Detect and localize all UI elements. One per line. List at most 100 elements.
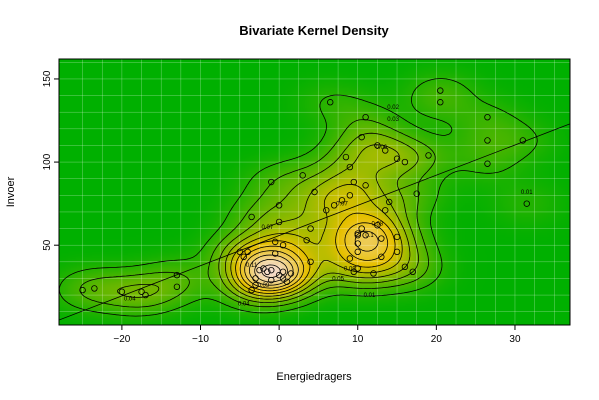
x-tick-label: 0 xyxy=(276,334,282,345)
data-point xyxy=(385,198,393,206)
data-point xyxy=(484,160,491,167)
data-point xyxy=(354,265,361,272)
data-point xyxy=(260,265,267,272)
data-point xyxy=(362,232,369,239)
data-point xyxy=(327,99,334,106)
plot-frame xyxy=(58,58,571,326)
contour-label: 0.1 xyxy=(365,233,374,239)
data-point xyxy=(362,182,369,189)
contour-label: 0.02 xyxy=(387,105,399,111)
data-point xyxy=(378,253,385,261)
contour-label: 0.09 xyxy=(258,283,270,289)
data-point xyxy=(346,255,354,262)
data-point xyxy=(523,200,530,207)
data-point xyxy=(307,258,314,266)
data-point xyxy=(358,133,365,141)
data-point xyxy=(437,99,444,106)
data-point xyxy=(354,240,361,247)
data-point xyxy=(275,202,283,209)
data-point xyxy=(244,248,251,256)
data-point xyxy=(275,271,283,279)
data-point xyxy=(118,288,126,295)
data-point xyxy=(279,241,287,249)
data-point xyxy=(393,233,401,241)
contour-label: 0.09 xyxy=(344,266,356,272)
data-point xyxy=(484,137,491,144)
contour-label: 0.04 xyxy=(238,301,250,307)
contour-label: 0.04 xyxy=(124,296,136,302)
data-point xyxy=(256,266,263,274)
x-tick-label: 10 xyxy=(352,334,364,345)
data-point xyxy=(79,286,86,294)
x-tick-label: 30 xyxy=(509,334,521,345)
contour-label: 0.11 xyxy=(246,263,258,269)
data-point xyxy=(382,207,389,214)
data-point xyxy=(268,276,275,284)
contour-line xyxy=(79,119,436,308)
contour-labels: 0.01 0.01 0.02 0.03 0.04 0.04 0.05 0.06 0.07 0.07… xyxy=(124,105,533,307)
contour-label: 0.07 xyxy=(261,225,273,231)
data-point xyxy=(401,263,409,271)
data-point xyxy=(268,266,275,274)
data-point xyxy=(252,281,259,289)
data-point xyxy=(354,248,361,256)
data-point xyxy=(299,172,306,179)
x-axis-label: Energiedragers xyxy=(276,371,352,383)
data-point xyxy=(374,222,381,229)
data-point xyxy=(283,278,291,285)
data-point xyxy=(142,291,149,299)
contour-line xyxy=(59,78,538,317)
density-heatmap xyxy=(59,59,570,325)
data-point xyxy=(279,268,287,275)
data-point xyxy=(311,188,318,196)
data-point xyxy=(409,268,416,275)
data-point xyxy=(240,253,247,261)
data-point xyxy=(346,192,354,199)
x-tick-label: −20 xyxy=(113,334,130,345)
contour-line xyxy=(239,222,389,292)
data-point xyxy=(275,218,283,226)
data-point xyxy=(382,147,389,154)
y-axis: 50 100 150 xyxy=(42,70,59,251)
data-point xyxy=(362,113,369,121)
data-point xyxy=(370,270,377,277)
data-point xyxy=(271,238,279,246)
regression-line-segment xyxy=(59,123,570,321)
contour-line xyxy=(235,212,396,294)
data-point xyxy=(236,248,244,256)
y-tick-label: 100 xyxy=(42,153,53,170)
data-point xyxy=(354,232,361,239)
data-point xyxy=(307,225,314,232)
x-axis: −20 −10 0 10 20 30 xyxy=(113,325,521,345)
data-point xyxy=(437,87,444,94)
data-point xyxy=(271,250,279,257)
data-point xyxy=(393,248,401,256)
data-point xyxy=(173,271,181,279)
data-point xyxy=(425,152,432,159)
data-points xyxy=(79,87,530,299)
data-point xyxy=(173,283,181,290)
regression-line xyxy=(59,123,570,321)
y-tick-label: 50 xyxy=(42,239,53,251)
data-point xyxy=(287,270,295,277)
data-point xyxy=(413,190,420,197)
data-point xyxy=(138,288,145,295)
contour-label: 0.01 xyxy=(521,190,533,196)
contour-label: 0.07 xyxy=(336,202,348,208)
data-point xyxy=(484,113,491,121)
data-point xyxy=(350,268,358,275)
data-point xyxy=(342,153,350,161)
contour-label: 0.01 xyxy=(364,293,376,299)
y-tick-label: 150 xyxy=(42,70,53,87)
data-point xyxy=(330,202,338,209)
data-point xyxy=(264,268,271,275)
contour-label: 0.03 xyxy=(387,117,399,123)
data-point xyxy=(323,207,330,214)
y-axis-label: Invoer xyxy=(5,176,17,207)
data-point xyxy=(252,275,259,282)
data-point xyxy=(378,235,385,242)
data-point xyxy=(374,142,381,149)
chart-title: Bivariate Kernel Density xyxy=(239,23,389,38)
data-point xyxy=(303,237,310,244)
